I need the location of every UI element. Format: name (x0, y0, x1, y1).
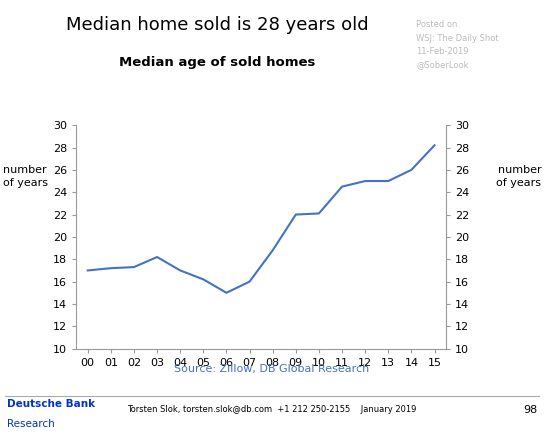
Text: Deutsche Bank: Deutsche Bank (7, 399, 95, 409)
Text: Median age of sold homes: Median age of sold homes (120, 56, 316, 69)
Text: number
of years: number of years (3, 165, 48, 188)
Text: @SoberLook: @SoberLook (416, 60, 469, 69)
Text: Research: Research (7, 419, 54, 429)
Text: number
of years: number of years (496, 165, 541, 188)
Text: WSJ: The Daily Shot: WSJ: The Daily Shot (416, 34, 499, 42)
Text: Source: Zillow, DB Global Research: Source: Zillow, DB Global Research (175, 364, 369, 374)
Text: Torsten Slok, torsten.slok@db.com  +1 212 250-2155    January 2019: Torsten Slok, torsten.slok@db.com +1 212… (127, 405, 417, 414)
Text: 98: 98 (523, 405, 537, 415)
Text: Median home sold is 28 years old: Median home sold is 28 years old (66, 16, 369, 34)
Text: 11-Feb-2019: 11-Feb-2019 (416, 47, 469, 56)
Text: Posted on: Posted on (416, 20, 458, 29)
